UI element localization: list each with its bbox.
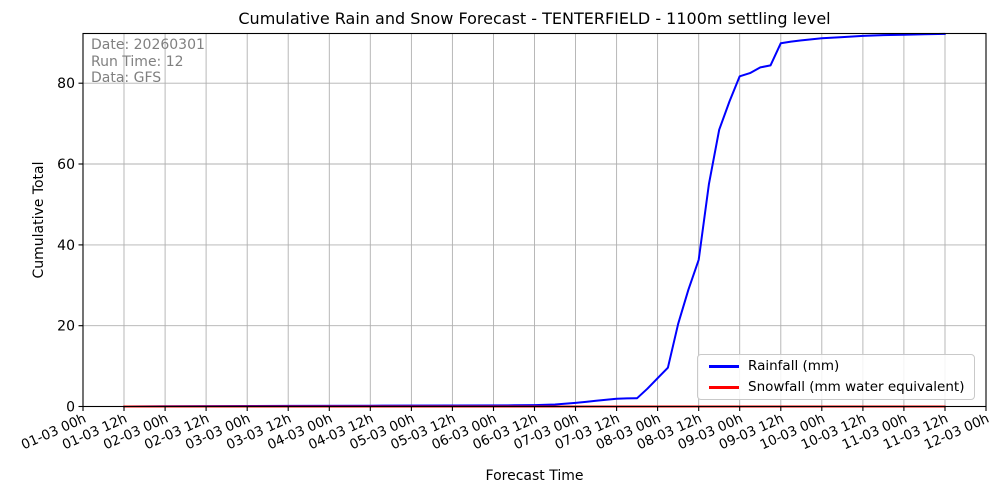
legend-snowfall-line-icon [709,386,739,389]
y-tick-label: 40 [57,238,75,254]
legend: Rainfall (mm) Snowfall (mm water equival… [697,354,975,400]
rainfall-line [123,32,946,408]
legend-item-snowfall: Snowfall (mm water equivalent) [709,379,974,396]
legend-rainfall-line-icon [709,365,739,368]
y-tick-label: 80 [57,76,75,92]
y-tick-label: 0 [66,400,75,416]
y-axis-label: Cumulative Total [31,161,47,279]
annotation-date: Date: 20260301 [91,37,205,53]
chart-title: Cumulative Rain and Snow Forecast - TENT… [238,9,831,28]
legend-label-snowfall: Snowfall (mm water equivalent) [748,379,965,395]
legend-label-rainfall: Rainfall (mm) [748,358,840,374]
legend-item-rainfall: Rainfall (mm) [709,358,974,375]
x-axis-label: Forecast Time [485,468,584,484]
annotation-data-source: Data: GFS [91,70,162,86]
run-info-annotation: Date: 20260301 Run Time: 12 Data: GFS [91,37,205,87]
y-tick-label: 20 [57,319,75,335]
y-tick-label: 60 [57,157,75,173]
annotation-run-time: Run Time: 12 [91,53,184,70]
